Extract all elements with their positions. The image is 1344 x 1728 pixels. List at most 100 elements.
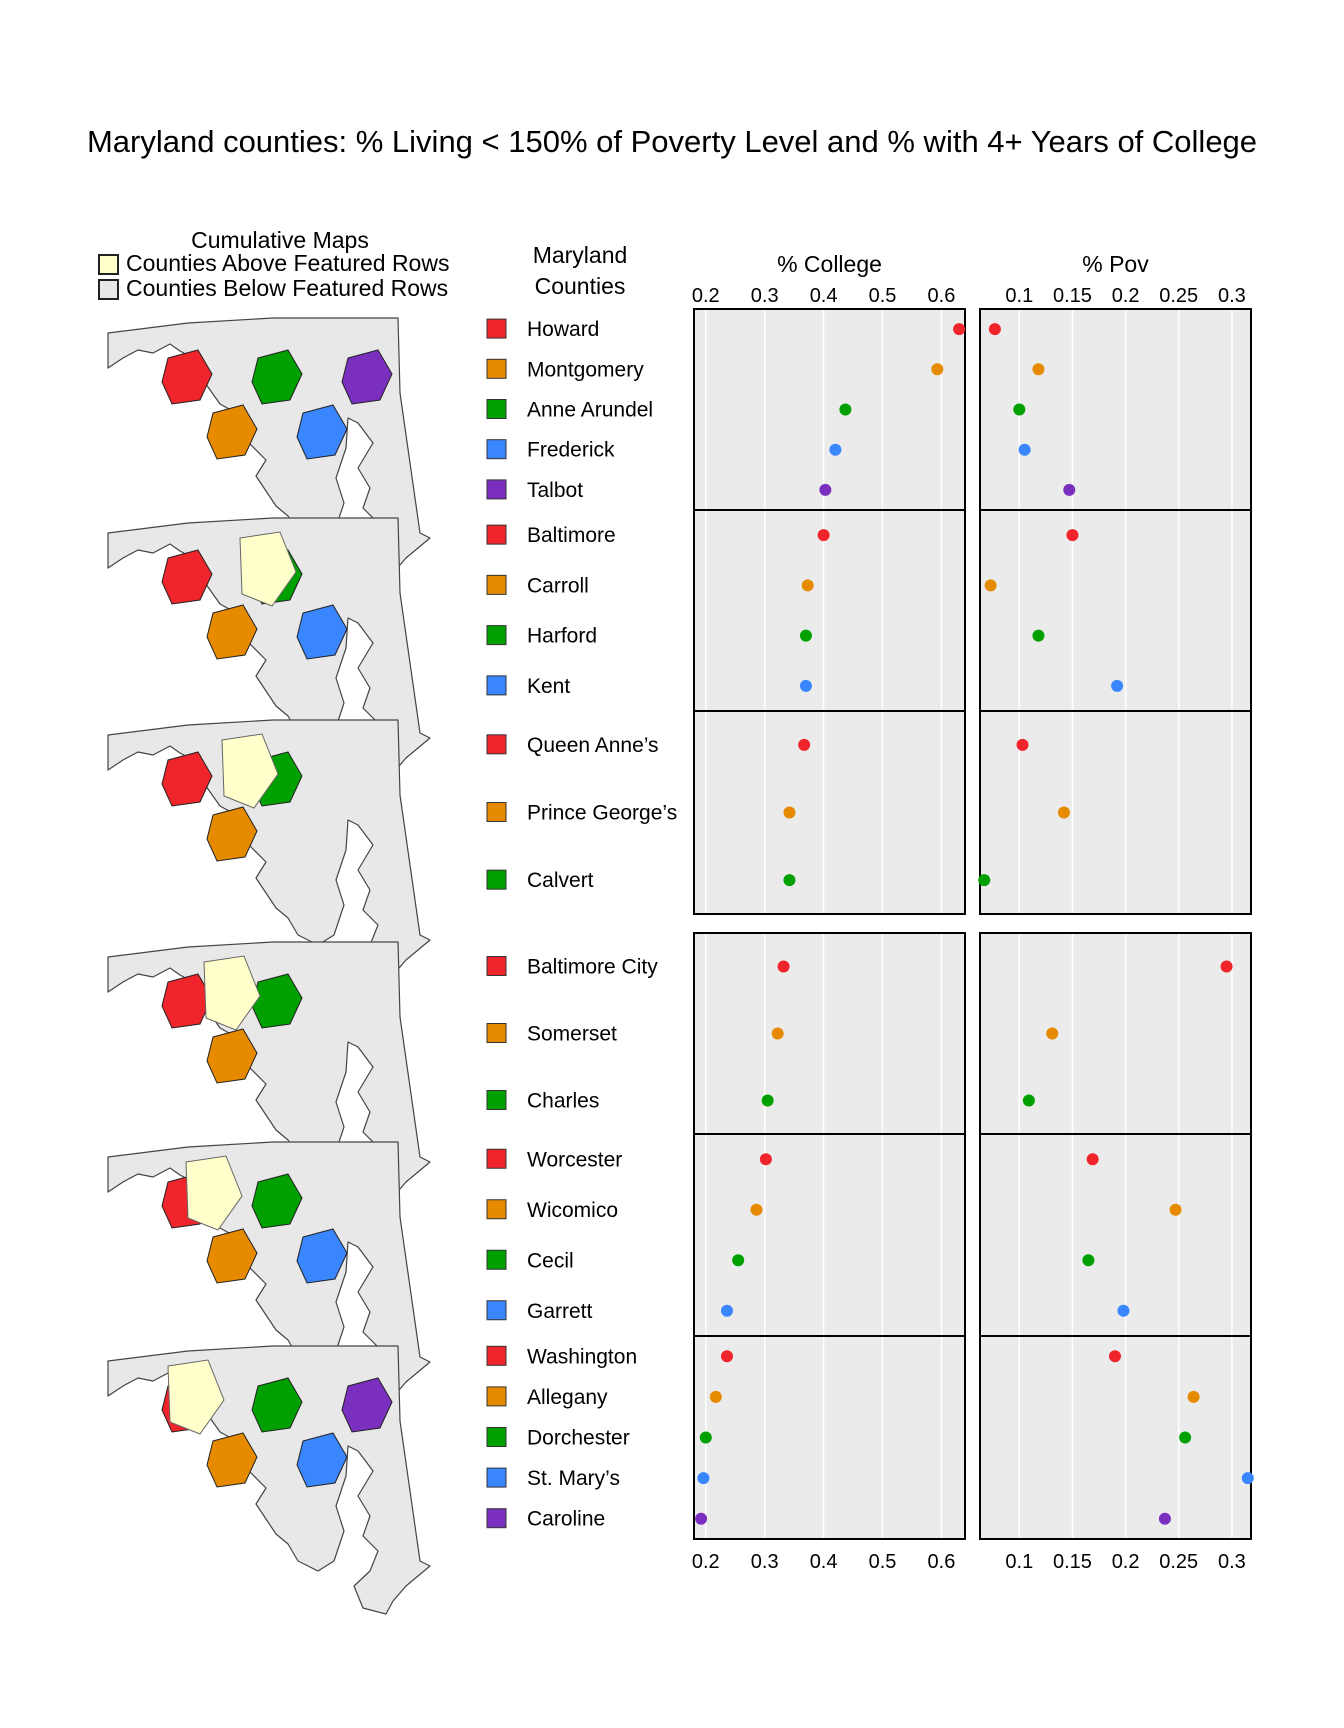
county-label-1-2: Harford <box>527 625 597 648</box>
county-swatch-0-4 <box>486 479 507 500</box>
point-pov-1-0 <box>1066 529 1079 542</box>
county-swatch-5-2 <box>486 1427 507 1447</box>
map-highlight-3-1 <box>206 1028 258 1084</box>
panel-border-1-0 <box>693 932 966 1540</box>
top-tick-label-1-0: 0.1 <box>1005 285 1033 307</box>
point-college-5-0 <box>720 1350 733 1363</box>
panel-bg-0-0 <box>694 309 965 914</box>
point-pov-1-3 <box>1111 679 1124 692</box>
maps-header-title: Cumulative Maps <box>191 227 369 253</box>
county-swatch-0-3 <box>486 439 507 460</box>
point-college-1-0 <box>817 529 830 542</box>
map-above-region-5 <box>167 1359 225 1435</box>
cumulative-map-0 <box>107 317 431 587</box>
bottom-tick-label-0-2: 0.4 <box>810 1551 838 1573</box>
county-swatch-0-2 <box>486 399 507 419</box>
map-highlight-0-1 <box>206 404 258 460</box>
map-highlight-5-4 <box>341 1377 393 1433</box>
county-swatch-1-1 <box>486 574 507 595</box>
legend-box-above <box>98 254 119 275</box>
cumulative-map-5 <box>107 1345 431 1615</box>
panel-border-0-0 <box>693 308 966 915</box>
map-highlight-4-2 <box>251 1173 303 1229</box>
point-pov-5-1 <box>1187 1390 1200 1403</box>
county-label-3-2: Charles <box>527 1090 599 1113</box>
top-tick-label-0-1: 0.3 <box>751 285 779 307</box>
county-swatch-3-1 <box>486 1023 507 1043</box>
point-pov-4-1 <box>1169 1203 1182 1216</box>
county-swatch-5-1 <box>486 1386 507 1407</box>
names-header-line1: Maryland <box>532 242 628 268</box>
point-pov-5-2 <box>1179 1431 1192 1444</box>
point-pov-5-0 <box>1108 1350 1121 1363</box>
point-college-2-2 <box>783 874 796 887</box>
county-swatch-1-3 <box>486 675 507 696</box>
point-college-3-1 <box>771 1027 784 1040</box>
county-swatch-3-0 <box>486 956 507 976</box>
legend-label-above: Counties Above Featured Rows <box>126 250 450 276</box>
point-college-0-2 <box>839 403 852 416</box>
county-swatch-0-1 <box>486 358 507 379</box>
top-tick-label-0-3: 0.5 <box>869 285 897 307</box>
county-swatch-4-0 <box>486 1148 507 1169</box>
county-label-0-3: Frederick <box>527 439 615 462</box>
point-pov-0-2 <box>1013 403 1026 416</box>
cumulative-map-4 <box>107 1141 431 1411</box>
point-pov-0-1 <box>1032 363 1045 376</box>
map-highlight-2-1 <box>206 806 258 862</box>
map-highlight-5-2 <box>251 1377 303 1433</box>
legend-label-below: Counties Below Featured Rows <box>126 275 449 301</box>
point-pov-4-0 <box>1086 1153 1099 1166</box>
panel-bg-1-1 <box>980 933 1251 1539</box>
county-label-1-1: Carroll <box>527 574 589 597</box>
county-swatch-1-2 <box>486 625 507 646</box>
point-college-1-1 <box>801 579 814 592</box>
county-label-5-0: Washington <box>527 1345 637 1368</box>
map-highlight-3-0 <box>161 973 213 1029</box>
point-college-4-2 <box>732 1254 745 1267</box>
county-label-5-4: Caroline <box>527 1508 605 1531</box>
point-college-5-4 <box>695 1512 708 1525</box>
county-label-3-1: Somerset <box>527 1023 617 1046</box>
bottom-tick-label-1-3: 0.25 <box>1159 1551 1198 1573</box>
cumulative-map-2 <box>107 719 431 989</box>
map-highlight-0-3 <box>296 404 348 460</box>
point-pov-1-2 <box>1032 629 1045 642</box>
point-college-4-0 <box>759 1153 772 1166</box>
point-college-5-1 <box>709 1390 722 1403</box>
panel-border-1-1 <box>979 932 1252 1540</box>
point-college-0-3 <box>829 443 842 456</box>
bottom-tick-label-1-4: 0.3 <box>1218 1551 1246 1573</box>
county-label-5-1: Allegany <box>527 1386 608 1409</box>
top-tick-label-0-0: 0.2 <box>692 285 720 307</box>
point-pov-0-4 <box>1063 483 1076 496</box>
point-college-2-1 <box>783 806 796 819</box>
point-pov-0-0 <box>988 323 1001 336</box>
county-label-5-3: St. Mary’s <box>527 1467 620 1490</box>
cumulative-map-3 <box>107 941 431 1211</box>
names-header-line2: Counties <box>534 273 626 299</box>
point-college-1-2 <box>799 629 812 642</box>
map-highlight-0-2 <box>251 349 303 405</box>
point-college-4-1 <box>750 1203 763 1216</box>
top-tick-label-1-3: 0.25 <box>1159 285 1198 307</box>
map-highlight-5-3 <box>296 1432 348 1488</box>
map-above-region-3 <box>203 955 261 1031</box>
map-highlight-1-0 <box>161 549 213 605</box>
county-label-5-2: Dorchester <box>527 1427 630 1450</box>
map-highlight-1-3 <box>296 604 348 660</box>
county-swatch-4-3 <box>486 1300 507 1321</box>
point-college-2-0 <box>798 738 811 751</box>
map-highlight-4-3 <box>296 1228 348 1284</box>
panel-bg-0-1 <box>980 309 1251 914</box>
top-tick-label-1-1: 0.15 <box>1053 285 1092 307</box>
point-pov-2-1 <box>1057 806 1070 819</box>
panel-border-0-1 <box>979 308 1252 915</box>
point-pov-3-0 <box>1220 960 1233 973</box>
panel-title-0: % College <box>777 251 882 277</box>
point-pov-3-1 <box>1046 1027 1059 1040</box>
county-swatch-2-1 <box>486 802 507 822</box>
panel-title-1: % Pov <box>1082 251 1149 277</box>
top-tick-label-1-2: 0.2 <box>1112 285 1140 307</box>
